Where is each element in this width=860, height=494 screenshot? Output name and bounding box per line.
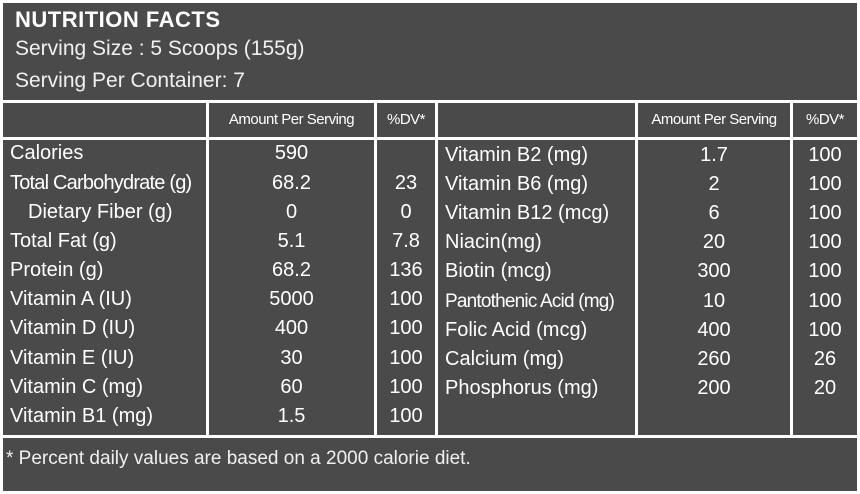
divider-colheads [3,137,857,140]
nutrient-dv: 100 [808,260,842,282]
col-divider-3 [435,100,438,438]
nutrient-amount: 2 [708,173,720,195]
nutrient-dv: 26 [813,348,837,370]
nutrient-amount: 260 [697,348,731,370]
nutrient-dv: 0 [400,201,412,223]
nutrient-amount: 400 [274,317,309,339]
col-header-dv-right: %DV* [805,111,845,128]
nutrient-label: Total Carbohydrate (g) [10,172,192,194]
nutrition-facts-panel: NUTRITION FACTS Serving Size : 5 Scoops … [3,3,857,491]
nutrient-label: Vitamin B2 (mg) [445,144,589,166]
footnote-daily-values: * Percent daily values are based on a 20… [6,448,471,469]
nutrient-dv: 100 [389,288,423,310]
nutrient-label: Vitamin B6 (mg) [445,173,589,195]
nutrient-label: Vitamin C (mg) [10,376,143,398]
nutrient-label: Vitamin D (IU) [10,317,136,339]
nutrient-amount: 10 [702,290,726,312]
serving-size: Serving Size : 5 Scoops (155g) [15,37,305,60]
nutrient-amount: 60 [280,376,303,398]
nutrient-amount: 1.7 [700,144,728,166]
nutrient-label: Total Fat (g) [10,230,117,252]
nutrient-label: Pantothenic Acid (mg) [445,291,615,312]
nutrient-dv: 100 [808,290,842,312]
nutrient-dv: 100 [389,376,423,398]
servings-per-container: Serving Per Container: 7 [15,69,245,92]
col-header-amount-right: Amount Per Serving [651,111,777,128]
nutrient-dv: 100 [389,405,423,427]
nutrient-dv: 100 [389,347,423,369]
nutrient-label: Vitamin A (IU) [10,288,132,310]
nutrient-dv: 100 [808,231,842,253]
col-header-dv-left: %DV* [386,111,426,128]
col-divider-5 [790,100,793,438]
nutrient-dv: 136 [389,259,423,281]
nutrient-amount: 68.2 [272,172,311,194]
nutrition-title: NUTRITION FACTS [15,7,221,32]
nutrient-amount: 30 [280,347,303,369]
nutrient-amount: 5.1 [277,230,306,252]
nutrient-amount: 400 [697,319,731,341]
nutrient-label: Calories [10,142,84,164]
nutrient-dv: 100 [389,317,423,339]
nutrient-dv: 20 [813,377,837,399]
nutrient-amount: 5000 [269,288,314,310]
nutrient-amount: 200 [697,377,731,399]
col-header-amount-left: Amount Per Serving [228,111,355,128]
nutrient-dv: 100 [808,202,842,224]
nutrient-amount: 1.5 [277,405,306,427]
nutrient-label: Vitamin E (IU) [10,347,135,369]
divider-footer [3,435,857,438]
nutrient-label: Protein (g) [10,259,104,281]
nutrient-label: Phosphorus (mg) [445,377,599,399]
nutrient-amount: 590 [274,142,309,164]
divider-header [3,100,857,103]
nutrient-label: Calcium (mg) [445,348,564,370]
nutrient-amount: 300 [697,260,731,282]
nutrient-dv: 100 [808,319,842,341]
nutrient-label: Folic Acid (mcg) [445,319,588,341]
nutrient-label: Vitamin B12 (mcg) [445,202,610,224]
nutrient-amount: 20 [702,231,726,253]
nutrient-label: Dietary Fiber (g) [28,201,173,223]
nutrient-dv: 7.8 [392,230,420,252]
nutrient-dv: 23 [394,172,418,194]
nutrient-label: Niacin(mg) [445,231,542,253]
nutrient-amount: 6 [708,202,720,224]
nutrient-label: Biotin (mcg) [445,260,552,282]
nutrition-header: NUTRITION FACTS Serving Size : 5 Scoops … [3,3,857,101]
nutrient-label: Vitamin B1 (mg) [10,405,154,427]
nutrient-dv: 100 [808,173,842,195]
col-divider-4 [635,100,638,438]
nutrient-amount: 0 [285,201,298,223]
nutrient-amount: 68.2 [272,259,311,281]
col-divider-2 [374,100,377,438]
nutrient-dv: 100 [808,144,842,166]
col-divider-1 [206,100,209,438]
